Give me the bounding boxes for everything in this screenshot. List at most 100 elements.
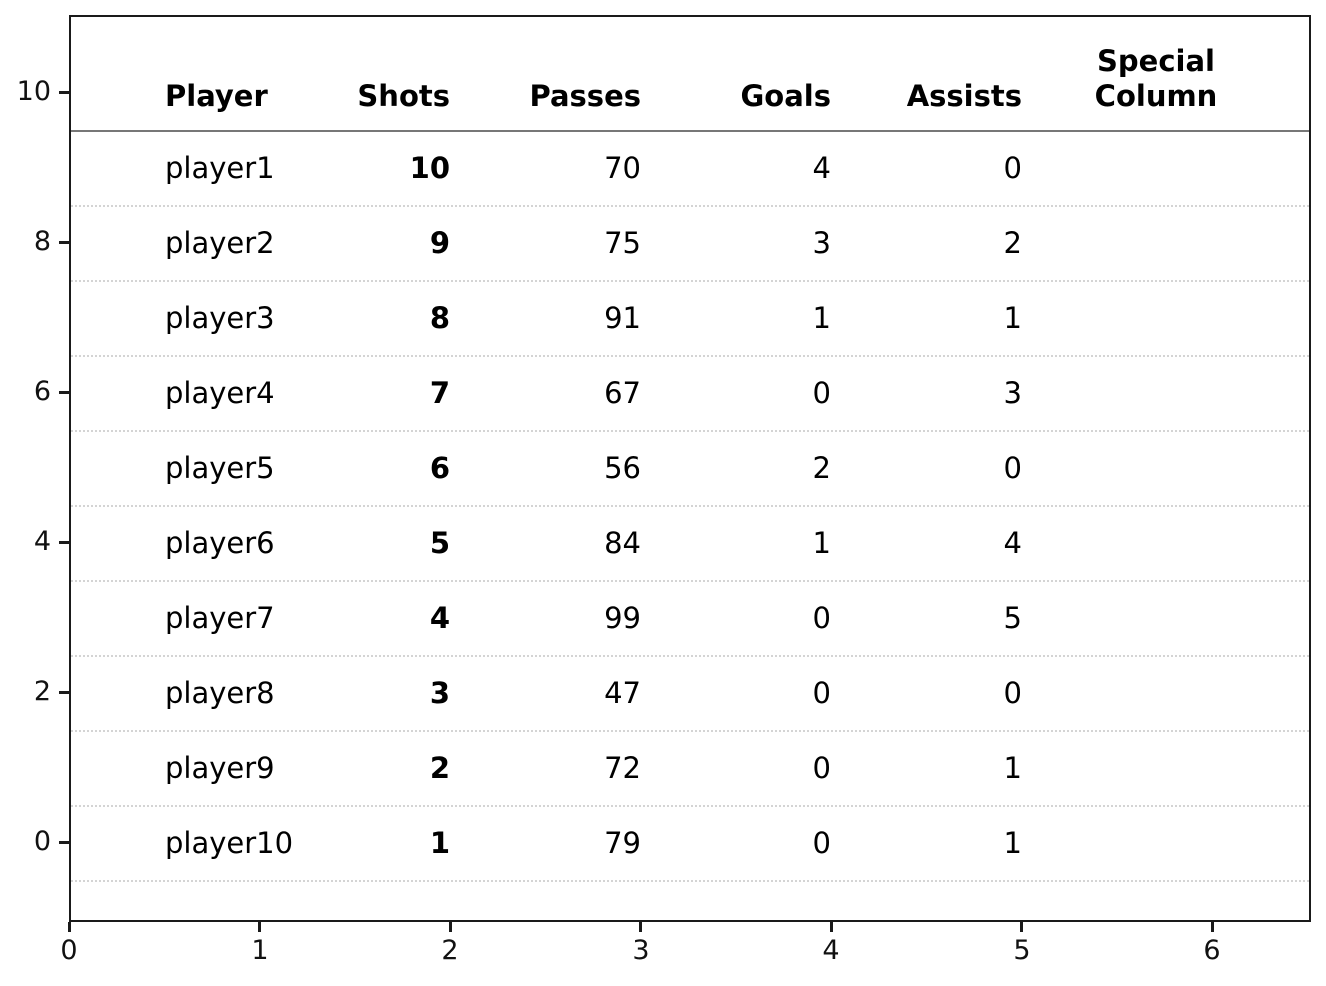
y-tick-mark: [59, 841, 69, 844]
special-cell: [1056, 507, 1256, 582]
assists-cell: 0: [1003, 676, 1022, 710]
header-passes: Passes: [529, 79, 642, 113]
passes-cell: 91: [604, 301, 641, 335]
table-row: player10 1 79 0 1: [71, 807, 1309, 882]
x-tick-mark: [68, 922, 71, 932]
header-special-column: Special Column: [1056, 44, 1256, 114]
header-shots: Shots: [357, 79, 450, 113]
x-tick-mark: [1211, 922, 1214, 932]
goals-cell: 0: [812, 751, 831, 785]
y-tick-mark: [59, 691, 69, 694]
special-cell: [1056, 582, 1256, 657]
assists-cell: 0: [1003, 451, 1022, 485]
x-tick-mark: [449, 922, 452, 932]
y-tick-mark: [59, 241, 69, 244]
y-tick-label: 4: [33, 526, 51, 557]
table-row: player7 4 99 0 5: [71, 582, 1309, 657]
table-row: player3 8 91 1 1: [71, 282, 1309, 357]
shots-cell: 2: [429, 751, 450, 785]
table-row: player1 10 70 4 0: [71, 132, 1309, 207]
special-cell: [1056, 357, 1256, 432]
assists-cell: 3: [1003, 376, 1022, 410]
passes-cell: 99: [604, 601, 641, 635]
shots-cell: 5: [429, 526, 450, 560]
y-tick-label: 6: [33, 376, 51, 407]
x-tick-label: 6: [1203, 935, 1221, 966]
shots-cell: 8: [429, 301, 450, 335]
y-tick-mark: [59, 391, 69, 394]
goals-cell: 1: [812, 301, 831, 335]
x-tick-mark: [830, 922, 833, 932]
special-cell: [1056, 432, 1256, 507]
shots-cell: 9: [429, 226, 450, 260]
player-name-cell: player3: [165, 301, 275, 335]
goals-cell: 0: [812, 601, 831, 635]
special-cell: [1056, 807, 1256, 882]
shots-cell: 7: [429, 376, 450, 410]
passes-cell: 47: [604, 676, 641, 710]
x-tick-mark: [639, 922, 642, 932]
special-cell: [1056, 207, 1256, 282]
passes-cell: 56: [604, 451, 641, 485]
y-tick-label: 10: [16, 76, 51, 107]
goals-cell: 3: [812, 226, 831, 260]
shots-cell: 3: [429, 676, 450, 710]
assists-cell: 1: [1003, 751, 1022, 785]
player-name-cell: player8: [165, 676, 275, 710]
shots-cell: 6: [429, 451, 450, 485]
goals-cell: 1: [812, 526, 831, 560]
header-special-line1: Special: [1097, 44, 1215, 78]
y-tick-mark: [59, 541, 69, 544]
player-name-cell: player4: [165, 376, 275, 410]
assists-cell: 4: [1003, 526, 1022, 560]
y-tick-label: 8: [33, 226, 51, 257]
assists-cell: 5: [1003, 601, 1022, 635]
special-cell: [1056, 132, 1256, 207]
x-tick-label: 3: [632, 935, 650, 966]
shots-cell: 4: [429, 601, 450, 635]
player-name-cell: player9: [165, 751, 275, 785]
goals-cell: 4: [812, 151, 831, 185]
x-tick-label: 5: [1013, 935, 1031, 966]
passes-cell: 72: [604, 751, 641, 785]
special-cell: [1056, 732, 1256, 807]
header-player: Player: [165, 79, 268, 113]
header-special-line2: Column: [1094, 79, 1218, 113]
goals-cell: 0: [812, 676, 831, 710]
assists-cell: 1: [1003, 826, 1022, 860]
x-tick-label: 4: [822, 935, 840, 966]
assists-cell: 0: [1003, 151, 1022, 185]
table-header: Player Shots Passes Goals Assists Specia…: [71, 17, 1309, 132]
goals-cell: 2: [812, 451, 831, 485]
passes-cell: 75: [604, 226, 641, 260]
player-name-cell: player10: [165, 826, 294, 860]
table-row: player5 6 56 2 0: [71, 432, 1309, 507]
x-tick-mark: [1020, 922, 1023, 932]
shots-cell: 1: [429, 826, 450, 860]
passes-cell: 67: [604, 376, 641, 410]
passes-cell: 84: [604, 526, 641, 560]
y-tick-label: 0: [33, 826, 51, 857]
special-cell: [1056, 657, 1256, 732]
table-row: player4 7 67 0 3: [71, 357, 1309, 432]
player-name-cell: player6: [165, 526, 275, 560]
passes-cell: 79: [604, 826, 641, 860]
player-name-cell: player2: [165, 226, 275, 260]
x-tick-label: 0: [60, 935, 78, 966]
assists-cell: 1: [1003, 301, 1022, 335]
player-name-cell: player7: [165, 601, 275, 635]
player-name-cell: player5: [165, 451, 275, 485]
assists-cell: 2: [1003, 226, 1022, 260]
goals-cell: 0: [812, 826, 831, 860]
table-row: player8 3 47 0 0: [71, 657, 1309, 732]
player-name-cell: player1: [165, 151, 275, 185]
table-row: player9 2 72 0 1: [71, 732, 1309, 807]
y-tick-label: 2: [33, 676, 51, 707]
table-row: player6 5 84 1 4: [71, 507, 1309, 582]
x-tick-mark: [258, 922, 261, 932]
header-goals: Goals: [740, 79, 832, 113]
table-row: player2 9 75 3 2: [71, 207, 1309, 282]
goals-cell: 0: [812, 376, 831, 410]
special-cell: [1056, 282, 1256, 357]
